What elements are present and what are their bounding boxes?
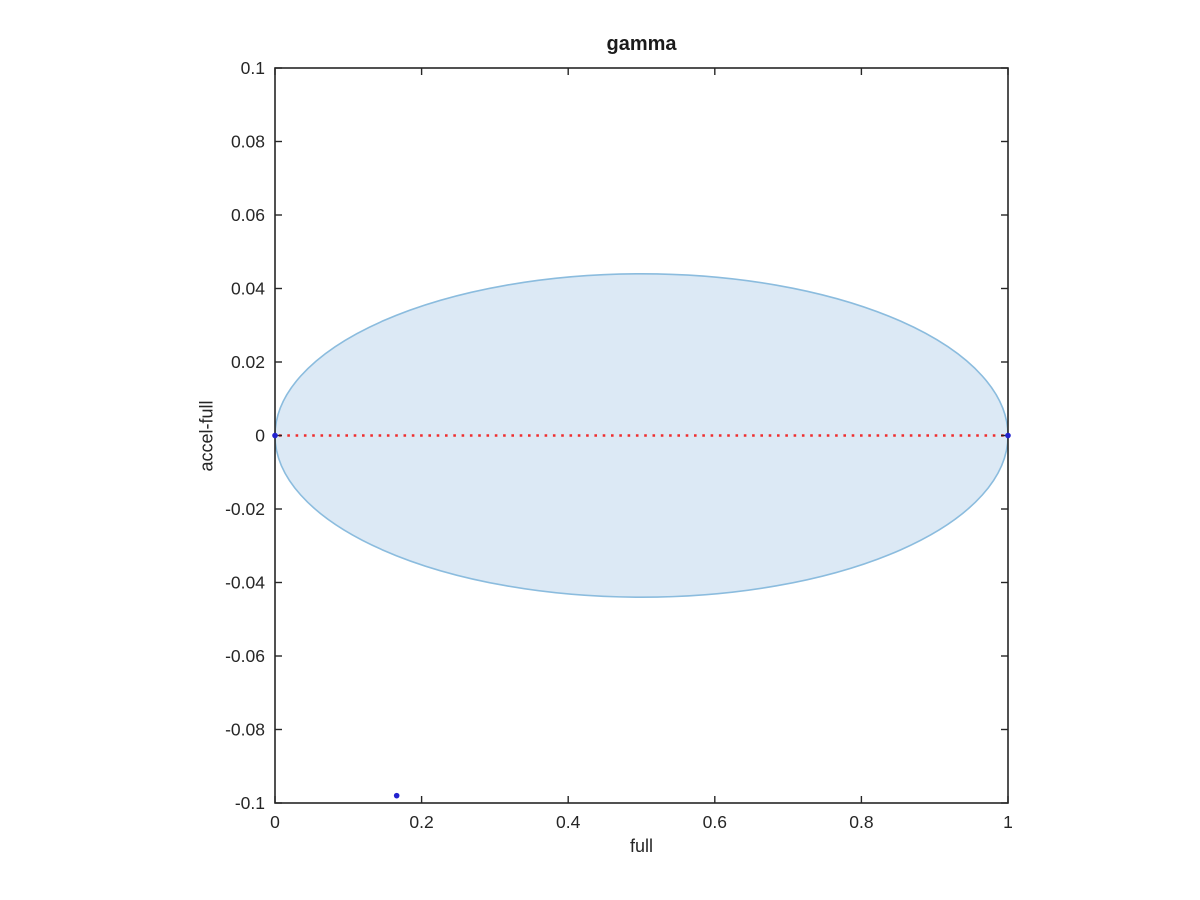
y-tick-label: -0.08 [225, 720, 265, 740]
y-tick-label: 0 [255, 426, 265, 446]
y-tick-label: -0.1 [235, 793, 265, 813]
y-tick-label: -0.06 [225, 646, 265, 666]
data-point [272, 432, 278, 439]
region-ellipse [274, 272, 1009, 598]
y-tick-label: -0.04 [225, 573, 265, 593]
x-tick-label: 0.6 [703, 812, 727, 832]
y-tick-label: -0.02 [225, 499, 265, 519]
x-tick-label: 1 [1003, 812, 1013, 832]
x-tick-label: 0 [270, 812, 280, 832]
y-tick-label: 0.06 [231, 205, 265, 225]
y-axis-label: accel-full [196, 400, 217, 472]
x-tick-label: 0.2 [409, 812, 433, 832]
y-tick-label: 0.1 [241, 58, 265, 78]
x-tick-label: 0.4 [556, 812, 581, 832]
y-tick-label: 0.04 [231, 279, 265, 299]
data-point [393, 792, 400, 799]
data-point [1005, 432, 1011, 439]
x-tick-label: 0.8 [849, 812, 873, 832]
y-tick-label: 0.08 [231, 132, 265, 152]
x-axis-label: full [629, 836, 653, 856]
y-tick-label: 0.02 [231, 352, 265, 372]
chart-title: gamma [606, 33, 677, 55]
